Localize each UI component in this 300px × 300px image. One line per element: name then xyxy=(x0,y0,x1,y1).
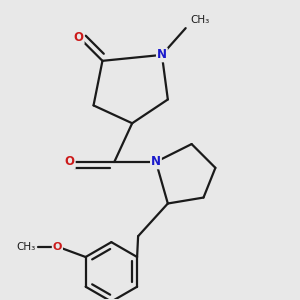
Text: CH₃: CH₃ xyxy=(16,242,36,252)
Text: O: O xyxy=(53,242,62,252)
Text: CH₃: CH₃ xyxy=(190,15,209,25)
Text: O: O xyxy=(65,155,75,168)
Text: O: O xyxy=(74,31,84,44)
Text: N: N xyxy=(157,48,167,62)
Text: N: N xyxy=(151,155,161,168)
